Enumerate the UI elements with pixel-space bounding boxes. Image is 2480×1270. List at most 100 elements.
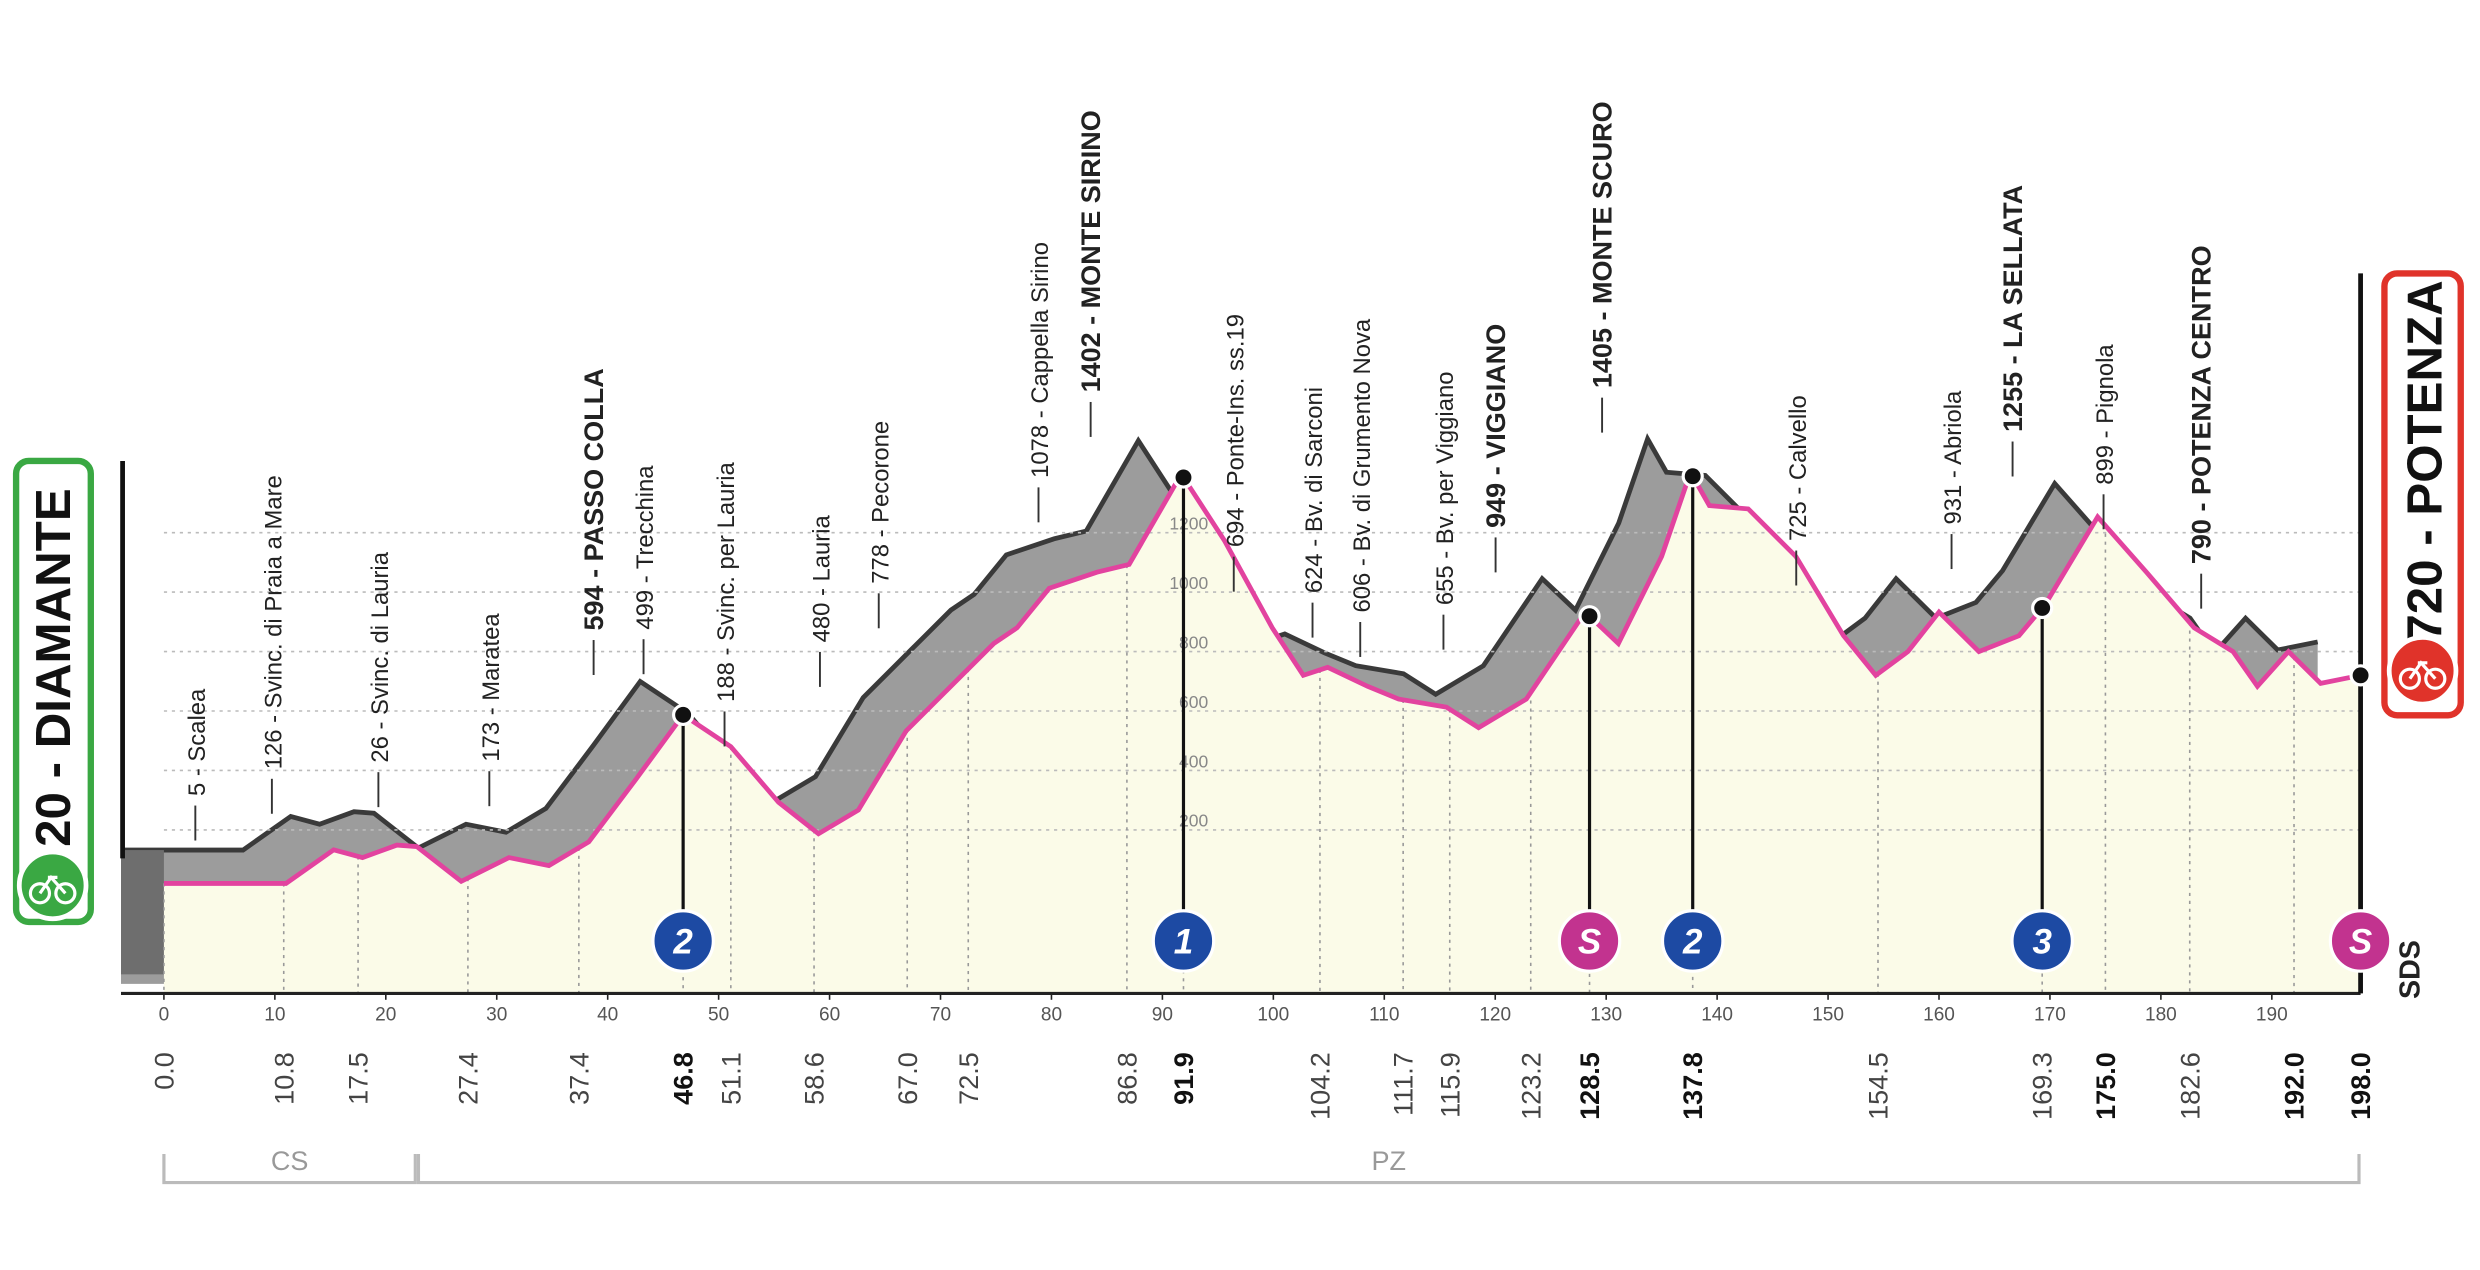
marker-label: 2 xyxy=(672,923,693,962)
place-label: 594 - PASSO COLLA xyxy=(579,368,609,630)
place-label: 173 - Maratea xyxy=(478,613,505,762)
km-label: 17.5 xyxy=(344,1052,374,1105)
y-tick-label: 1200 xyxy=(1169,513,1208,533)
marker-dot xyxy=(1578,605,1601,628)
km-label: 67.0 xyxy=(893,1052,923,1105)
place-label: 1078 - Cappella Sirino xyxy=(1027,242,1054,478)
km-label: 0.0 xyxy=(149,1052,179,1090)
marker-label: 3 xyxy=(2032,923,2052,962)
place-label: 949 - VIGGIANO xyxy=(1481,324,1511,528)
place-label: 1405 - MONTE SCURO xyxy=(1588,101,1618,388)
x-tick-label: 120 xyxy=(1479,1004,1511,1025)
km-label: 37.4 xyxy=(564,1052,594,1105)
place-label: 778 - Pecorone xyxy=(867,421,894,584)
marker-icon xyxy=(1151,909,1216,973)
place-label: 655 - Bv. per Viggiano xyxy=(1432,372,1459,606)
x-tick-label: 140 xyxy=(1701,1004,1733,1025)
finish-icon xyxy=(2386,634,2459,707)
profile-line xyxy=(163,466,2362,886)
km-label: 46.8 xyxy=(669,1052,699,1105)
finish-label: 720 - POTENZA xyxy=(2398,280,2453,641)
marker-dot xyxy=(672,703,695,727)
marker-label: S xyxy=(2349,923,2372,962)
km-label: 169.3 xyxy=(2028,1052,2058,1120)
km-label: 104.2 xyxy=(1305,1052,1335,1120)
y-tick-label: 200 xyxy=(1179,811,1208,831)
marker-label: 2 xyxy=(1682,923,1703,962)
finish-box xyxy=(2381,270,2464,719)
place-label: 931 - Abriola xyxy=(1940,390,1967,525)
marker-dot xyxy=(2031,596,2054,620)
km-label: 58.6 xyxy=(800,1052,830,1105)
km-label: 51.1 xyxy=(716,1052,746,1105)
logo: SDS xyxy=(2394,940,2426,999)
x-tick-label: 40 xyxy=(597,1004,618,1025)
km-label: 175.0 xyxy=(2091,1052,2121,1120)
place-label: 5 - Scalea xyxy=(184,688,211,796)
x-tick-label: 90 xyxy=(1152,1004,1173,1025)
km-label: 115.9 xyxy=(1435,1052,1465,1118)
marker-dot xyxy=(2349,664,2372,687)
x-tick-label: 70 xyxy=(930,1004,951,1025)
place-label: 188 - Svinc. per Lauria xyxy=(713,461,740,701)
km-label: 72.5 xyxy=(954,1052,984,1105)
x-tick-label: 190 xyxy=(2256,1004,2288,1025)
x-tick-label: 130 xyxy=(1590,1004,1622,1025)
km-label: 111.7 xyxy=(1389,1052,1419,1116)
y-tick-label: 600 xyxy=(1179,692,1208,712)
place-label: 790 - POTENZA CENTRO xyxy=(2187,245,2217,564)
marker-dot xyxy=(1172,466,1195,489)
marker-icon xyxy=(1557,909,1622,973)
marker-dot xyxy=(1681,465,1704,488)
x-tick-label: 80 xyxy=(1041,1004,1062,1025)
profile-area xyxy=(163,472,2361,994)
x-tick-label: 20 xyxy=(375,1004,396,1025)
marker-icon xyxy=(651,909,715,973)
place-label: 606 - Bv. di Grumento Nova xyxy=(1349,318,1376,612)
marker-label: S xyxy=(1578,923,1601,962)
marker-icon xyxy=(1660,909,1725,973)
km-label: 123.2 xyxy=(1516,1052,1546,1120)
x-tick-label: 0 xyxy=(159,1004,170,1025)
place-label: 1255 - LA SELLATA xyxy=(1998,185,2028,432)
relief-edge xyxy=(121,433,2319,853)
bike-icon xyxy=(28,874,77,905)
km-label: 192.0 xyxy=(2280,1052,2310,1120)
y-tick-label: 400 xyxy=(1179,751,1208,771)
x-tick-label: 110 xyxy=(1369,1004,1399,1025)
x-tick-label: 50 xyxy=(708,1004,729,1025)
km-label: 154.5 xyxy=(1864,1052,1894,1120)
region-label: CS xyxy=(271,1146,309,1176)
km-label: 128.5 xyxy=(1575,1052,1605,1120)
place-label: 725 - Calvello xyxy=(1785,395,1812,541)
region-bracket xyxy=(162,1153,417,1185)
place-label: 480 - Lauria xyxy=(808,514,835,642)
x-tick-label: 10 xyxy=(264,1004,285,1025)
x-tick-label: 150 xyxy=(1812,1004,1844,1025)
km-label: 182.6 xyxy=(2175,1052,2205,1120)
km-label: 137.8 xyxy=(1678,1052,1708,1120)
x-tick-label: 180 xyxy=(2145,1004,2177,1025)
place-label: 624 - Bv. di Sarconi xyxy=(1301,387,1328,593)
x-tick-label: 160 xyxy=(1923,1004,1955,1025)
y-tick-label: 1000 xyxy=(1169,573,1208,593)
start-icon xyxy=(16,849,89,922)
km-label: 91.9 xyxy=(1169,1052,1199,1105)
place-label: 1402 - MONTE SIRINO xyxy=(1076,110,1106,392)
start-wall xyxy=(121,850,164,975)
region-label: PZ xyxy=(1371,1146,1406,1176)
x-tick-label: 100 xyxy=(1257,1004,1289,1025)
bike-icon xyxy=(2398,660,2447,690)
marker-icon xyxy=(2328,909,2393,973)
place-label: 26 - Svinc. di Lauria xyxy=(367,551,394,762)
km-label: 27.4 xyxy=(453,1052,483,1105)
place-label: 126 - Svinc. di Praia a Mare xyxy=(260,475,287,769)
km-label: 198.0 xyxy=(2346,1052,2376,1120)
start-label: 20 - DIAMANTE xyxy=(26,488,81,847)
region-bracket xyxy=(416,1153,2361,1185)
place-label: 499 - Trecchina xyxy=(632,465,659,630)
x-tick-label: 170 xyxy=(2034,1004,2066,1025)
km-label: 10.8 xyxy=(269,1052,299,1105)
